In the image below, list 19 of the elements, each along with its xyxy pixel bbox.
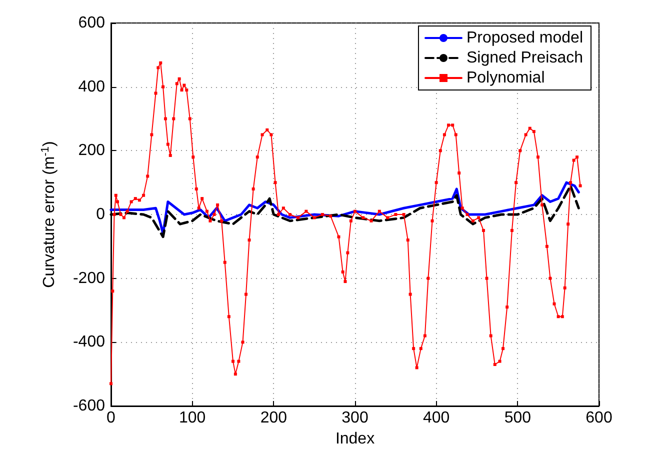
- x-tick-label: 400: [422, 410, 450, 426]
- y-tick-label: 400: [78, 78, 106, 96]
- y-tick-label: -600: [72, 398, 106, 414]
- y-tick-label: 0: [96, 206, 106, 223]
- y-axis-title: Curvature error (m-1): [40, 141, 58, 288]
- x-tick-label: 300: [342, 410, 368, 426]
- y-tick-label: -200: [72, 270, 106, 287]
- legend-label: Proposed model: [466, 30, 583, 46]
- legend-label: Signed Preisach: [466, 50, 583, 66]
- legend-label: Polynomial: [466, 70, 545, 86]
- x-tick-label: 200: [260, 410, 288, 426]
- x-axis-title: Index: [335, 430, 375, 448]
- x-tick-label: 600: [586, 410, 612, 426]
- y-tick-label: 200: [78, 142, 106, 160]
- x-tick-label: 100: [178, 410, 206, 426]
- x-tick-label: 500: [504, 410, 532, 426]
- y-tick-label: 600: [78, 14, 106, 32]
- x-tick-label: 0: [106, 410, 116, 426]
- y-tick-label: -400: [72, 334, 106, 351]
